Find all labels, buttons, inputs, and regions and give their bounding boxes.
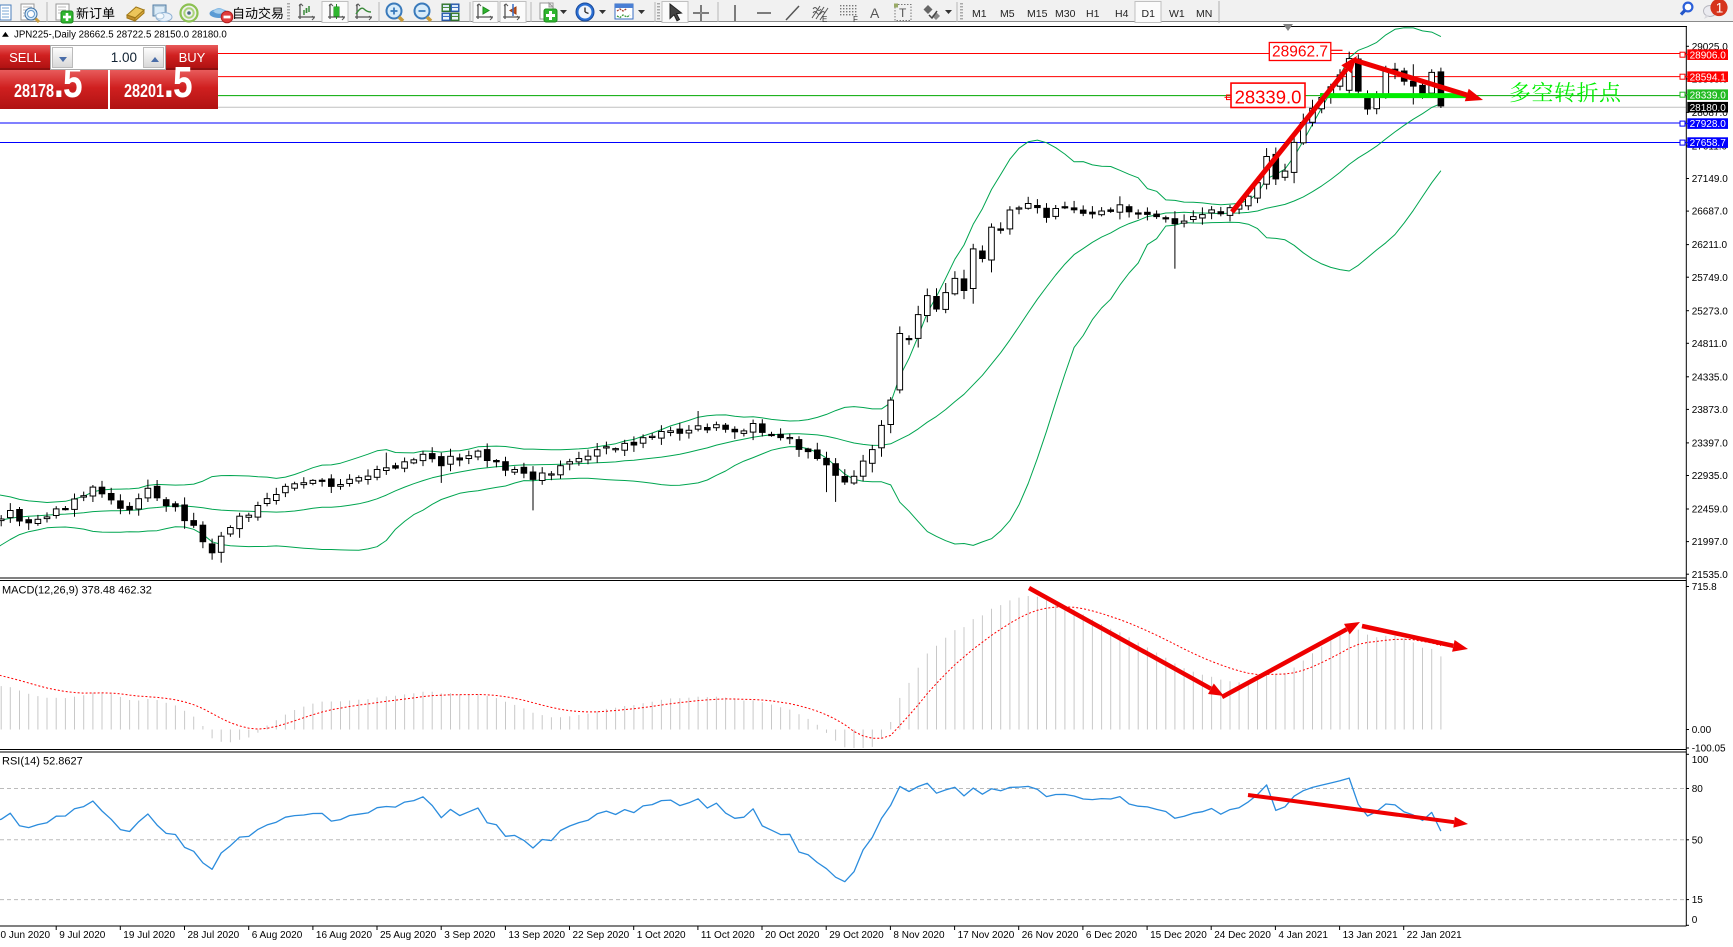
svg-text:4 Jan 2021: 4 Jan 2021	[1278, 930, 1328, 941]
svg-text:22 Sep 2020: 22 Sep 2020	[573, 930, 630, 941]
svg-text:13 Sep 2020: 13 Sep 2020	[508, 930, 565, 941]
svg-text:A: A	[870, 5, 880, 21]
svg-text:80: 80	[1692, 784, 1704, 795]
svg-text:28906.0: 28906.0	[1690, 50, 1727, 61]
svg-text:22935.0: 22935.0	[1692, 471, 1729, 482]
svg-text:15 Dec 2020: 15 Dec 2020	[1150, 930, 1207, 941]
svg-text:M1: M1	[972, 8, 987, 20]
svg-text:28087.0: 28087.0	[1692, 108, 1729, 119]
svg-text:715.8: 715.8	[1692, 582, 1717, 593]
svg-text:28962.7: 28962.7	[1272, 43, 1328, 60]
svg-text:28339.0: 28339.0	[1690, 90, 1727, 101]
svg-text:E: E	[822, 15, 827, 24]
svg-text:28 Jul 2020: 28 Jul 2020	[188, 930, 240, 941]
svg-text:1 Oct 2020: 1 Oct 2020	[637, 930, 686, 941]
svg-text:100: 100	[1692, 755, 1709, 766]
svg-text:23873.0: 23873.0	[1692, 405, 1729, 416]
svg-text:JPN225-,Daily 28662.5 28722.5: JPN225-,Daily 28662.5 28722.5 28150.0 28…	[14, 29, 227, 40]
svg-text:50: 50	[1692, 835, 1704, 846]
svg-text:-100.05: -100.05	[1692, 744, 1726, 755]
svg-text:T: T	[899, 6, 907, 20]
svg-text:9 Jul 2020: 9 Jul 2020	[59, 930, 106, 941]
svg-text:M5: M5	[1000, 8, 1015, 20]
svg-text:19 Jul 2020: 19 Jul 2020	[123, 930, 175, 941]
svg-text:26211.0: 26211.0	[1692, 240, 1728, 251]
svg-text:1: 1	[1716, 1, 1724, 16]
svg-text:M15: M15	[1027, 8, 1048, 20]
svg-text:11 Oct 2020: 11 Oct 2020	[701, 930, 755, 941]
svg-text:24335.0: 24335.0	[1692, 372, 1729, 383]
svg-text:H1: H1	[1086, 8, 1100, 20]
svg-text:28180.0: 28180.0	[1690, 103, 1727, 114]
svg-text:17 Nov 2020: 17 Nov 2020	[958, 930, 1015, 941]
svg-text:21535.0: 21535.0	[1692, 570, 1729, 581]
svg-text:21997.0: 21997.0	[1692, 537, 1729, 548]
svg-text:25 Aug 2020: 25 Aug 2020	[380, 930, 437, 941]
svg-text:22459.0: 22459.0	[1692, 505, 1729, 516]
svg-text:27658.7: 27658.7	[1690, 138, 1727, 149]
svg-text:28594.1: 28594.1	[1690, 72, 1727, 83]
svg-text:0.00: 0.00	[1692, 725, 1712, 736]
svg-text:26687.0: 26687.0	[1692, 207, 1729, 218]
svg-text:6 Dec 2020: 6 Dec 2020	[1086, 930, 1138, 941]
svg-text:0: 0	[1692, 915, 1698, 926]
svg-text:RSI(14) 52.8627: RSI(14) 52.8627	[2, 756, 83, 768]
svg-text:W1: W1	[1169, 8, 1185, 20]
svg-text:26 Nov 2020: 26 Nov 2020	[1022, 930, 1079, 941]
svg-text:28339.0: 28339.0	[1235, 86, 1302, 107]
svg-text:24811.0: 24811.0	[1692, 339, 1728, 350]
svg-text:H4: H4	[1115, 8, 1129, 20]
svg-text:27928.0: 27928.0	[1690, 119, 1727, 130]
svg-text:3 Sep 2020: 3 Sep 2020	[444, 930, 496, 941]
svg-text:13 Jan 2021: 13 Jan 2021	[1343, 930, 1398, 941]
svg-text:MN: MN	[1196, 8, 1212, 20]
svg-text:25273.0: 25273.0	[1692, 306, 1729, 317]
svg-text:29025.0: 29025.0	[1692, 42, 1729, 53]
svg-text:8 Nov 2020: 8 Nov 2020	[893, 930, 945, 941]
svg-text:6 Aug 2020: 6 Aug 2020	[252, 930, 303, 941]
svg-text:22 Jan 2021: 22 Jan 2021	[1407, 930, 1462, 941]
svg-text:29 Oct 2020: 29 Oct 2020	[829, 930, 884, 941]
svg-text:M30: M30	[1055, 8, 1076, 20]
svg-text:MACD(12,26,9) 378.48 462.32: MACD(12,26,9) 378.48 462.32	[2, 585, 152, 597]
svg-text:16 Aug 2020: 16 Aug 2020	[316, 930, 373, 941]
svg-text:27149.0: 27149.0	[1692, 174, 1729, 185]
svg-text:D1: D1	[1142, 8, 1156, 20]
svg-text:15: 15	[1692, 895, 1704, 906]
svg-text:20 Oct 2020: 20 Oct 2020	[765, 930, 820, 941]
svg-text:24 Dec 2020: 24 Dec 2020	[1214, 930, 1271, 941]
svg-text:25749.0: 25749.0	[1692, 273, 1729, 284]
svg-text:23397.0: 23397.0	[1692, 439, 1729, 450]
svg-text:F: F	[853, 15, 858, 24]
svg-text:30 Jun 2020: 30 Jun 2020	[0, 930, 50, 941]
